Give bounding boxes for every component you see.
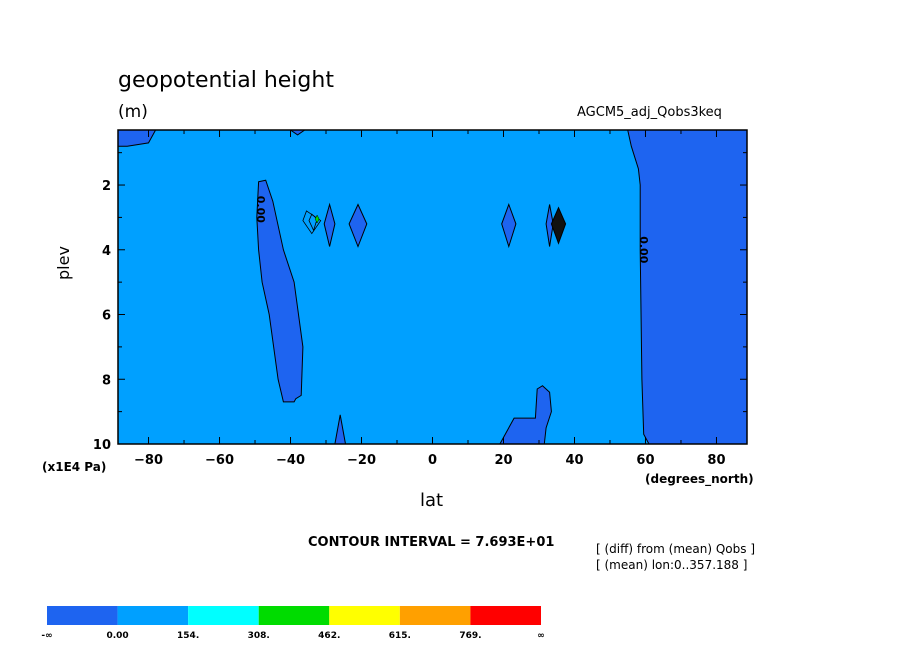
x-tick-label: −80 xyxy=(134,453,163,468)
x-tick-label: −40 xyxy=(276,453,305,468)
mean-info: [ (mean) lon:0..357.188 ] xyxy=(596,558,748,572)
y-tick-label: 6 xyxy=(102,309,111,324)
x-tick-label: −60 xyxy=(205,453,234,468)
y-axis-unit: (x1E4 Pa) xyxy=(42,460,107,474)
x-tick-label: 80 xyxy=(707,453,725,468)
contour-interval: CONTOUR INTERVAL = 7.693E+01 xyxy=(308,535,555,550)
region-foot-north xyxy=(499,385,552,445)
y-tick-label: 10 xyxy=(93,438,111,453)
chart-title: geopotential height xyxy=(118,68,334,93)
diff-info: [ (diff) from (mean) Qobs ] xyxy=(596,542,755,556)
x-axis-unit: (degrees_north) xyxy=(645,472,754,486)
y-tick-label: 2 xyxy=(102,179,111,194)
chart-units: (m) xyxy=(118,102,148,122)
contour-label-south: 0.00 xyxy=(254,196,267,223)
x-tick-label: 60 xyxy=(636,453,654,468)
x-tick-label: 40 xyxy=(565,453,583,468)
region-spike-b xyxy=(348,203,368,248)
region-spike-d xyxy=(545,204,554,247)
x-axis-label: lat xyxy=(420,490,444,511)
region-band-south xyxy=(256,179,304,403)
x-tick-label: −20 xyxy=(347,453,376,468)
x-tick-label: 0 xyxy=(428,453,437,468)
region-spike-e xyxy=(550,206,567,245)
contour-label-north: 0.00 xyxy=(637,236,650,263)
x-tick-label: 20 xyxy=(494,453,512,468)
isoline-ring-inner xyxy=(308,213,318,232)
dataset-name: AGCM5_adj_Qobs3keq xyxy=(577,105,722,120)
y-tick-label: 4 xyxy=(102,244,111,259)
region-east-band xyxy=(627,129,748,445)
region-spike-a xyxy=(323,202,336,247)
marker-tiny-green-contour xyxy=(314,214,320,224)
y-tick-label: 8 xyxy=(102,373,111,388)
region-spike-c xyxy=(501,203,517,249)
